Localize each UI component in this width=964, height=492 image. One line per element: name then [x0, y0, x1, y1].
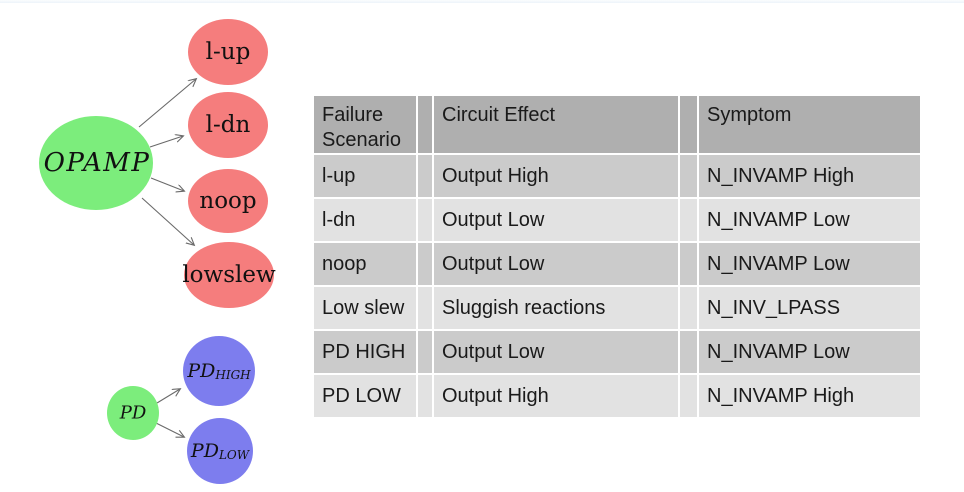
- pdhigh-subscript: HIGH: [214, 368, 251, 382]
- window-top-strip: [0, 0, 964, 3]
- cell-effect: Output High: [434, 155, 678, 197]
- node-opamp-ellipse: [39, 116, 153, 210]
- edge-opamp-noop: [150, 177, 184, 191]
- node-lup-label: l-up: [206, 39, 251, 65]
- cell-spacer: [680, 243, 697, 285]
- table-header-row: Failure Scenario Circuit Effect Symptom: [314, 96, 920, 153]
- cell-failure: l-dn: [314, 199, 416, 241]
- cell-effect: Output Low: [434, 199, 678, 241]
- node-pd-label: PD: [119, 403, 147, 424]
- cell-symptom: N_INVAMP High: [699, 155, 920, 197]
- cell-failure: PD HIGH: [314, 331, 416, 373]
- cell-failure: noop: [314, 243, 416, 285]
- cell-spacer: [680, 287, 697, 329]
- table-row: PD HIGH Output Low N_INVAMP Low: [314, 331, 920, 373]
- node-noop-label: noop: [199, 188, 256, 214]
- node-ldn-ellipse: [188, 92, 268, 158]
- node-pdlow-ellipse: [187, 418, 253, 484]
- cell-spacer: [680, 331, 697, 373]
- fault-tree-diagram: OPAMP l-up l-dn noop lowslew PD PDHIGH P…: [39, 19, 276, 484]
- header-failure-scenario: Failure Scenario: [314, 96, 416, 153]
- node-noop-ellipse: [188, 169, 268, 233]
- cell-spacer: [680, 375, 697, 417]
- cell-symptom: N_INVAMP High: [699, 375, 920, 417]
- edge-pd-pdlow: [155, 422, 184, 437]
- cell-symptom: N_INVAMP Low: [699, 243, 920, 285]
- pdlow-subscript: LOW: [218, 448, 251, 462]
- header-spacer: [418, 96, 432, 153]
- edge-pd-pdhigh: [156, 389, 180, 404]
- node-pdlow-label: PDLOW: [190, 440, 251, 462]
- header-spacer: [680, 96, 697, 153]
- node-ldn-label: l-dn: [206, 112, 251, 138]
- cell-spacer: [418, 199, 432, 241]
- cell-effect: Output Low: [434, 243, 678, 285]
- node-pdhigh-ellipse: [183, 336, 255, 406]
- node-opamp-label: OPAMP: [44, 148, 151, 178]
- table-row: Low slew Sluggish reactions N_INV_LPASS: [314, 287, 920, 329]
- table-row: l-up Output High N_INVAMP High: [314, 155, 920, 197]
- cell-effect: Output High: [434, 375, 678, 417]
- node-lowslew-label: lowslew: [182, 262, 276, 288]
- cell-spacer: [418, 287, 432, 329]
- header-circuit-effect: Circuit Effect: [434, 96, 678, 153]
- table-row: PD LOW Output High N_INVAMP High: [314, 375, 920, 417]
- cell-symptom: N_INVAMP Low: [699, 331, 920, 373]
- cell-spacer: [418, 375, 432, 417]
- cell-spacer: [680, 155, 697, 197]
- cell-failure: l-up: [314, 155, 416, 197]
- cell-effect: Sluggish reactions: [434, 287, 678, 329]
- cell-spacer: [418, 331, 432, 373]
- cell-symptom: N_INVAMP Low: [699, 199, 920, 241]
- cell-failure: Low slew: [314, 287, 416, 329]
- cell-failure: PD LOW: [314, 375, 416, 417]
- edge-opamp-ldn: [149, 136, 183, 148]
- cell-symptom: N_INV_LPASS: [699, 287, 920, 329]
- node-lowslew-ellipse: [184, 242, 274, 308]
- edge-opamp-lup: [138, 79, 196, 128]
- node-lup-ellipse: [188, 19, 268, 85]
- cell-spacer: [680, 199, 697, 241]
- table-row: l-dn Output Low N_INVAMP Low: [314, 199, 920, 241]
- node-pd-ellipse: [107, 386, 159, 440]
- node-pdhigh-label: PDHIGH: [186, 360, 251, 382]
- pdlow-main: PD: [190, 440, 219, 462]
- header-symptom: Symptom: [699, 96, 920, 153]
- cell-spacer: [418, 155, 432, 197]
- table-row: noop Output Low N_INVAMP Low: [314, 243, 920, 285]
- cell-effect: Output Low: [434, 331, 678, 373]
- pdhigh-main: PD: [186, 360, 215, 382]
- cell-spacer: [418, 243, 432, 285]
- failure-table: Failure Scenario Circuit Effect Symptom …: [312, 94, 922, 419]
- edge-opamp-lowslew: [141, 197, 194, 245]
